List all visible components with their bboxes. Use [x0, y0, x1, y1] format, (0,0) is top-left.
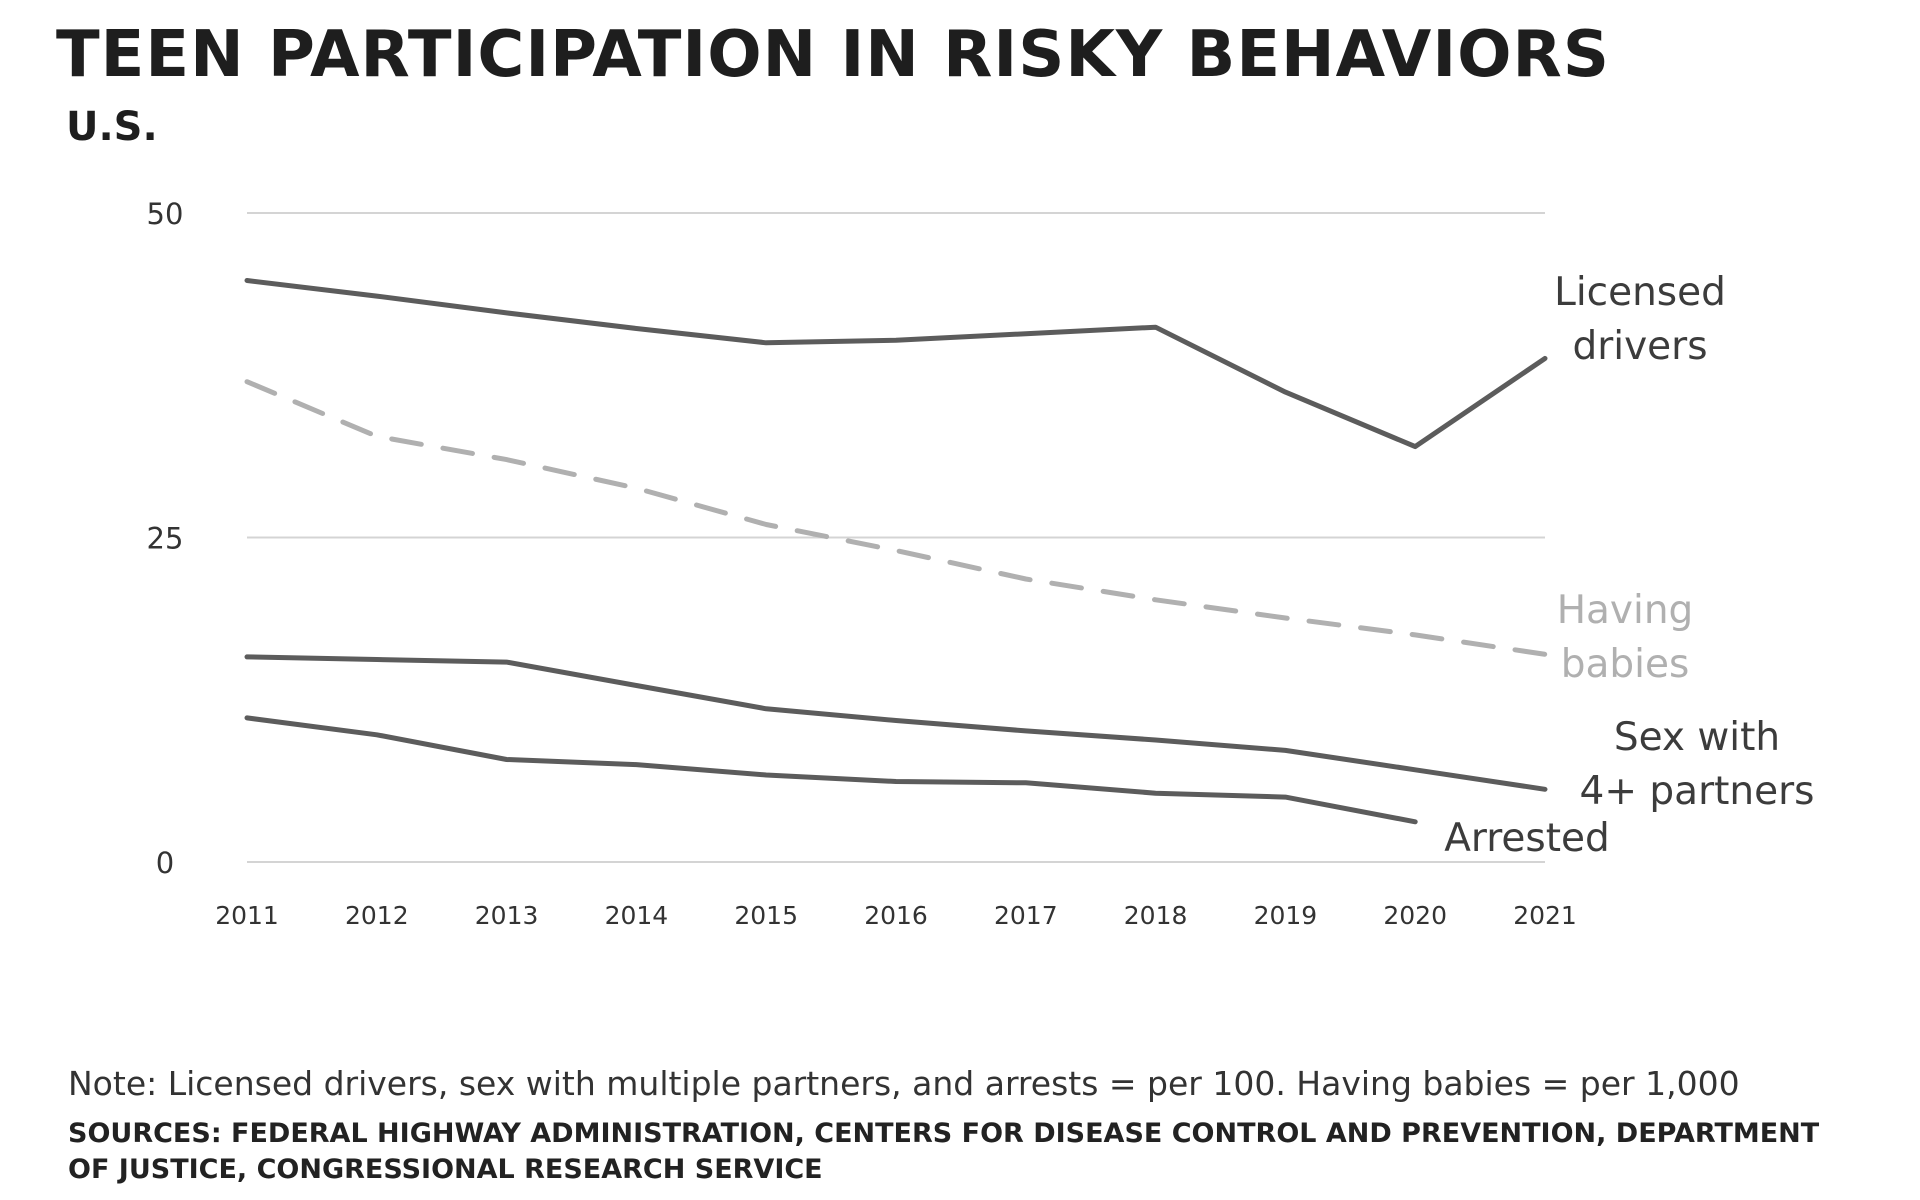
x-tick-label: 2018 — [1124, 901, 1188, 930]
series-label-line: Having — [1557, 588, 1694, 633]
x-tick-label: 2012 — [345, 901, 409, 930]
x-tick-label: 2014 — [605, 901, 669, 930]
series-line-arrested — [244, 715, 1418, 825]
series-line-having-babies — [244, 379, 1548, 657]
x-tick-label: 2019 — [1254, 901, 1318, 930]
series-label-line: drivers — [1572, 324, 1707, 369]
y-tick-label: 50 — [147, 197, 184, 231]
x-tick-label: 2011 — [215, 901, 279, 930]
y-tick-label: 25 — [147, 522, 184, 556]
series-label-line: babies — [1561, 642, 1690, 687]
x-tick-label: 2021 — [1513, 901, 1577, 930]
series-label-line: Sex with — [1614, 715, 1780, 760]
x-tick-label: 2020 — [1383, 901, 1447, 930]
y-tick-label: 0 — [156, 846, 174, 880]
x-tick-label: 2015 — [734, 901, 798, 930]
chart-note: Note: Licensed drivers, sex with multipl… — [68, 1064, 1740, 1103]
series-label-line: Arrested — [1444, 816, 1610, 861]
line-chart: 0 25 50 2011 2012 2013 2014 2015 2016 2017 2018 201… — [147, 197, 1815, 930]
x-tick-label: 2016 — [864, 901, 928, 930]
series-label-sex-with-4-partners: Sex with 4+ partners — [1580, 715, 1815, 814]
label-layer: Licensed drivers Having babies Sex with 4+ pa… — [1444, 270, 1814, 861]
series-label-arrested: Arrested — [1444, 816, 1610, 861]
chart-subtitle: U.S. — [66, 104, 158, 150]
grid-layer: 0 25 50 2011 2012 2013 2014 2015 2016 2017 2018 201… — [147, 197, 1577, 930]
chart-sources: SOURCES: FEDERAL HIGHWAY ADMINISTRATION,… — [68, 1118, 1820, 1185]
series-label-licensed-drivers: Licensed drivers — [1554, 270, 1726, 369]
x-tick-label: 2017 — [994, 901, 1058, 930]
series-line-sex-with-4-partners — [244, 654, 1548, 792]
series-layer — [244, 278, 1548, 825]
series-label-line: 4+ partners — [1580, 769, 1815, 814]
series-line-licensed-drivers — [244, 278, 1548, 450]
series-label-having-babies: Having babies — [1557, 588, 1694, 687]
series-label-line: Licensed — [1554, 270, 1726, 315]
x-tick-label: 2013 — [475, 901, 539, 930]
chart-title: TEEN PARTICIPATION IN RISKY BEHAVIORS — [56, 18, 1610, 92]
